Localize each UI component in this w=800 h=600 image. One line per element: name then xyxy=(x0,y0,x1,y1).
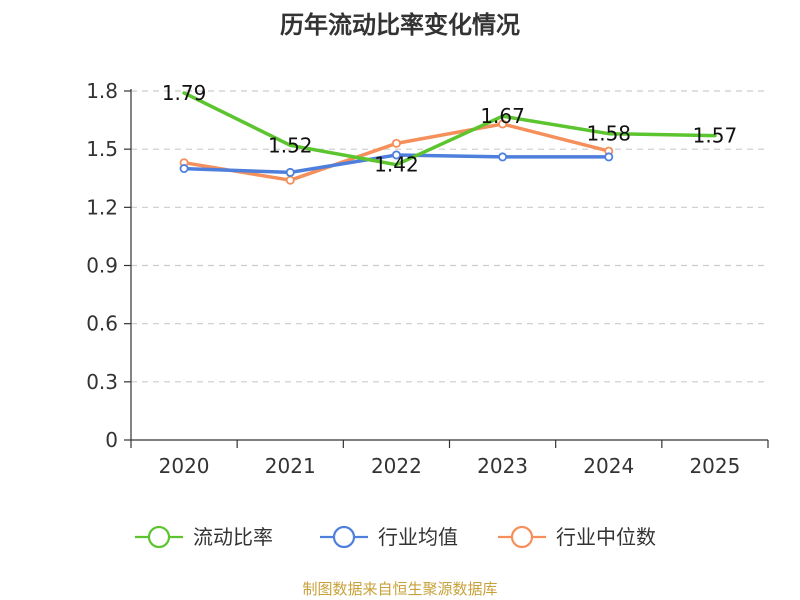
legend-swatch-icon xyxy=(332,525,356,549)
x-tick-label: 2025 xyxy=(689,454,740,478)
legend-swatch-icon xyxy=(510,525,534,549)
y-tick-label: 0.6 xyxy=(86,312,118,336)
series-line xyxy=(182,91,717,167)
x-tick-label: 2020 xyxy=(159,454,210,478)
legend-item[interactable]: 流动比率 xyxy=(135,525,273,549)
legend-label: 行业均值 xyxy=(378,525,458,549)
x-tick-label: 2021 xyxy=(265,454,316,478)
data-point[interactable] xyxy=(604,152,614,162)
legend-item[interactable]: 行业均值 xyxy=(320,525,458,549)
data-point[interactable] xyxy=(285,175,295,185)
data-labels: 1.79 1.52 1.42 1.67 1.58 1.57 xyxy=(162,81,737,177)
x-tick-label: 2022 xyxy=(371,454,422,478)
source-note: 制图数据来自恒生聚源数据库 xyxy=(302,580,497,598)
data-label: 1.52 xyxy=(268,133,313,157)
axes: 0 0.3 0.6 0.9 1.2 1.5 1.8 2020 2021 2022 2023 2024 2… xyxy=(86,79,769,478)
data-label: 1.79 xyxy=(162,81,207,105)
data-point[interactable] xyxy=(179,164,189,174)
y-tick-label: 1.8 xyxy=(86,79,118,103)
legend-label: 行业中位数 xyxy=(556,525,656,549)
data-point[interactable] xyxy=(391,150,401,160)
grid xyxy=(131,90,768,383)
y-tick-label: 1.2 xyxy=(86,195,118,219)
data-label: 1.67 xyxy=(480,104,525,128)
legend[interactable]: 流动比率 行业均值 行业中位数 xyxy=(135,525,656,549)
x-tick-label: 2023 xyxy=(477,454,528,478)
y-tick-label: 0.9 xyxy=(86,254,118,278)
data-label: 1.58 xyxy=(586,122,631,146)
data-label: 1.42 xyxy=(374,153,419,177)
legend-swatch-icon xyxy=(147,525,171,549)
data-point[interactable] xyxy=(285,167,295,177)
data-point[interactable] xyxy=(498,119,508,129)
data-point[interactable] xyxy=(498,152,508,162)
chart-title: 历年流动比率变化情况 xyxy=(280,11,520,39)
y-tick-label: 0.3 xyxy=(86,370,118,394)
x-tick-label: 2024 xyxy=(583,454,634,478)
data-label: 1.57 xyxy=(693,124,738,148)
y-tick-label: 1.5 xyxy=(86,137,118,161)
series-layer xyxy=(179,91,717,185)
legend-item[interactable]: 行业中位数 xyxy=(498,525,656,549)
data-point[interactable] xyxy=(391,138,401,148)
y-tick-label: 0 xyxy=(105,428,118,452)
legend-label: 流动比率 xyxy=(193,525,273,549)
